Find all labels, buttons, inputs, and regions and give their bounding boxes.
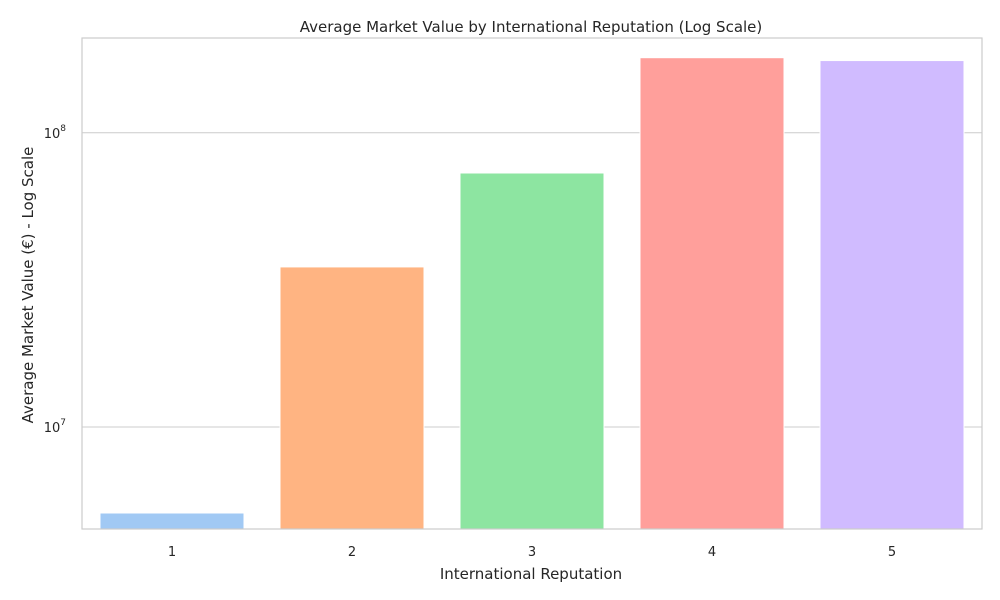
- bar-1: [99, 512, 245, 530]
- x-tick-label: 5: [888, 545, 896, 560]
- y-tick-labels: 107 108: [44, 124, 67, 436]
- bar-5: [819, 60, 965, 530]
- plot-frame: [81, 37, 983, 530]
- x-axis-label: International Reputation: [440, 565, 622, 583]
- x-tick-label: 4: [708, 545, 716, 560]
- bar-3: [459, 172, 605, 530]
- x-tick-label: 3: [528, 545, 536, 560]
- x-tick-labels: 1 2 3 4 5: [168, 545, 896, 560]
- chart-title: Average Market Value by International Re…: [300, 18, 763, 36]
- x-tick-label: 2: [348, 545, 356, 560]
- bars: [99, 57, 965, 530]
- y-tick-label: 108: [44, 124, 67, 142]
- x-tick-label: 1: [168, 545, 176, 560]
- bar-4: [639, 57, 785, 530]
- bar-2: [279, 266, 425, 530]
- y-axis-label: Average Market Value (€) - Log Scale: [19, 147, 37, 424]
- y-tick-label: 107: [44, 418, 66, 436]
